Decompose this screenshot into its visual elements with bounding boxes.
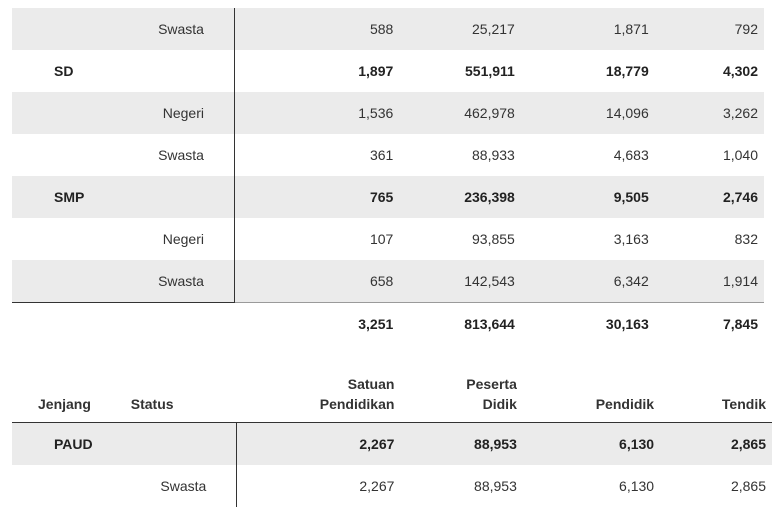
total-label-cell xyxy=(12,302,235,345)
cell-peserta-didik: 462,978 xyxy=(399,92,521,134)
header-peserta-didik[interactable]: Peserta Didik xyxy=(400,360,523,423)
cell-tendik: 1,914 xyxy=(654,260,764,303)
cell-satuan-pendidikan: 765 xyxy=(234,176,400,218)
header-pendidik[interactable]: Pendidik xyxy=(522,360,661,423)
cell-jenjang xyxy=(12,134,103,176)
cell-jenjang xyxy=(12,465,103,507)
cell-satuan-pendidikan: 361 xyxy=(234,134,400,176)
cell-peserta-didik: 88,953 xyxy=(400,422,523,465)
header-status[interactable]: Status xyxy=(102,360,237,423)
total-satuan-pendidikan: 3,251 xyxy=(234,302,400,345)
cell-satuan-pendidikan: 2,267 xyxy=(236,422,401,465)
total-pendidik: 30,163 xyxy=(520,302,655,345)
cell-status: Negeri xyxy=(102,218,235,260)
cell-tendik: 832 xyxy=(654,218,764,260)
table-row: Swasta 2,267 88,953 6,130 2,865 xyxy=(12,465,772,507)
cell-jenjang: PAUD xyxy=(12,422,103,465)
education-stats-table-2: Jenjang Status Satuan Pendidikan Peserta… xyxy=(12,360,772,507)
cell-satuan-pendidikan: 2,267 xyxy=(236,465,401,507)
cell-peserta-didik: 551,911 xyxy=(399,50,521,92)
cell-pendidik: 6,130 xyxy=(522,465,661,507)
table-row: Swasta 588 25,217 1,871 792 xyxy=(12,8,764,50)
cell-pendidik: 3,163 xyxy=(520,218,655,260)
cell-tendik: 4,302 xyxy=(654,50,764,92)
table-2-body: PAUD 2,267 88,953 6,130 2,865 Swasta 2,267 88,9… xyxy=(12,422,772,507)
cell-pendidik: 18,779 xyxy=(520,50,655,92)
cell-jenjang xyxy=(12,92,103,134)
table-row: Swasta 361 88,933 4,683 1,040 xyxy=(12,134,764,176)
cell-pendidik: 1,871 xyxy=(520,8,655,50)
group-row: SMP 765 236,398 9,505 2,746 xyxy=(12,176,764,218)
cell-tendik: 2,865 xyxy=(660,465,772,507)
cell-pendidik: 6,130 xyxy=(522,422,661,465)
cell-pendidik: 6,342 xyxy=(520,260,655,303)
table-row: Negeri 107 93,855 3,163 832 xyxy=(12,218,764,260)
header-jenjang[interactable]: Jenjang xyxy=(12,360,103,423)
cell-jenjang: SD xyxy=(12,50,103,92)
cell-peserta-didik: 88,933 xyxy=(399,134,521,176)
cell-status xyxy=(102,50,235,92)
cell-tendik: 3,262 xyxy=(654,92,764,134)
cell-satuan-pendidikan: 1,897 xyxy=(234,50,400,92)
cell-tendik: 2,746 xyxy=(654,176,764,218)
cell-status: Swasta xyxy=(102,260,235,303)
cell-status xyxy=(102,422,238,465)
cell-satuan-pendidikan: 1,536 xyxy=(234,92,400,134)
cell-status: Negeri xyxy=(102,92,235,134)
education-stats-table-1: Swasta 588 25,217 1,871 792 SD 1,897 551,911 18,… xyxy=(12,8,764,345)
cell-jenjang xyxy=(12,260,103,303)
total-peserta-didik: 813,644 xyxy=(399,302,521,345)
table-row: Negeri 1,536 462,978 14,096 3,262 xyxy=(12,92,764,134)
cell-peserta-didik: 88,953 xyxy=(400,465,523,507)
header-tendik[interactable]: Tendik xyxy=(660,360,772,423)
cell-peserta-didik: 93,855 xyxy=(399,218,521,260)
cell-satuan-pendidikan: 658 xyxy=(234,260,400,303)
cell-satuan-pendidikan: 588 xyxy=(234,8,400,50)
table-1-body: Swasta 588 25,217 1,871 792 SD 1,897 551,911 18,… xyxy=(12,8,764,345)
cell-peserta-didik: 236,398 xyxy=(399,176,521,218)
cell-jenjang xyxy=(12,8,103,50)
group-row: SD 1,897 551,911 18,779 4,302 xyxy=(12,50,764,92)
cell-status: Swasta xyxy=(102,134,235,176)
total-row: 3,251 813,644 30,163 7,845 xyxy=(12,302,764,345)
cell-tendik: 2,865 xyxy=(660,422,772,465)
cell-status: Swasta xyxy=(102,465,238,507)
cell-peserta-didik: 142,543 xyxy=(399,260,521,303)
cell-jenjang xyxy=(12,218,103,260)
cell-tendik: 1,040 xyxy=(654,134,764,176)
cell-status: Swasta xyxy=(102,8,235,50)
group-row: PAUD 2,267 88,953 6,130 2,865 xyxy=(12,422,772,465)
cell-status xyxy=(102,176,235,218)
header-satuan-pendidikan[interactable]: Satuan Pendidikan xyxy=(236,360,401,423)
table-header-row: Jenjang Status Satuan Pendidikan Peserta… xyxy=(12,360,772,423)
cell-satuan-pendidikan: 107 xyxy=(234,218,400,260)
table-row: Swasta 658 142,543 6,342 1,914 xyxy=(12,260,764,303)
cell-jenjang: SMP xyxy=(12,176,103,218)
cell-pendidik: 4,683 xyxy=(520,134,655,176)
cell-peserta-didik: 25,217 xyxy=(399,8,521,50)
cell-pendidik: 9,505 xyxy=(520,176,655,218)
cell-pendidik: 14,096 xyxy=(520,92,655,134)
total-tendik: 7,845 xyxy=(654,302,764,345)
cell-tendik: 792 xyxy=(654,8,764,50)
